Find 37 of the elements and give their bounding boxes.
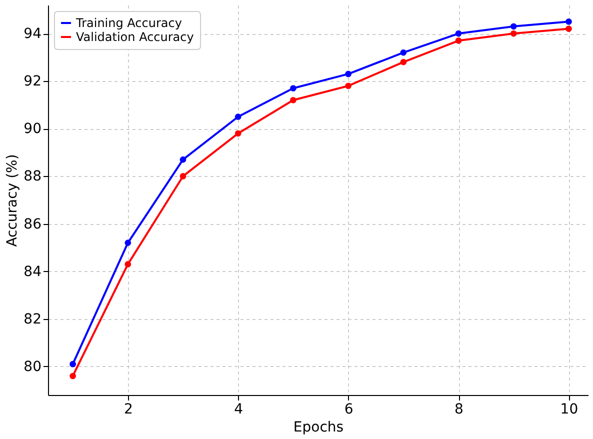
y-tick-label: 80 xyxy=(24,358,42,375)
legend-label: Validation Accuracy xyxy=(76,30,194,44)
point xyxy=(70,372,76,380)
y-tick-label: 94 xyxy=(24,26,42,42)
point xyxy=(124,261,132,268)
point xyxy=(455,38,462,44)
x-tick-label: 8 xyxy=(454,402,464,418)
point xyxy=(234,130,242,137)
y-tick-label: 90 xyxy=(24,121,42,138)
point xyxy=(70,360,76,368)
y-tick-label: 88 xyxy=(24,168,42,185)
point xyxy=(124,240,132,246)
point xyxy=(400,49,407,56)
point xyxy=(345,82,352,90)
point xyxy=(510,23,517,30)
point xyxy=(180,173,186,180)
y-tick-label: 82 xyxy=(24,311,42,328)
point xyxy=(234,114,242,120)
point xyxy=(455,30,462,37)
x-tick-label: 4 xyxy=(234,402,244,418)
point xyxy=(345,70,352,78)
point xyxy=(180,156,186,163)
y-tick-label: 84 xyxy=(24,264,42,280)
legend-label: Training Accuracy xyxy=(75,16,182,30)
x-tick-label: 10 xyxy=(560,402,578,418)
point xyxy=(510,30,517,37)
y-tick-label: 92 xyxy=(24,74,42,90)
point xyxy=(400,58,407,66)
y-axis-title: Accuracy (%) xyxy=(4,154,21,247)
x-axis-title: Epochs xyxy=(293,420,344,436)
point xyxy=(290,85,296,92)
point xyxy=(566,26,572,32)
point xyxy=(566,18,572,25)
x-tick-label: 6 xyxy=(344,402,354,418)
x-tick-label: 2 xyxy=(124,402,133,418)
y-tick-label: 86 xyxy=(24,216,42,232)
point xyxy=(290,96,296,104)
